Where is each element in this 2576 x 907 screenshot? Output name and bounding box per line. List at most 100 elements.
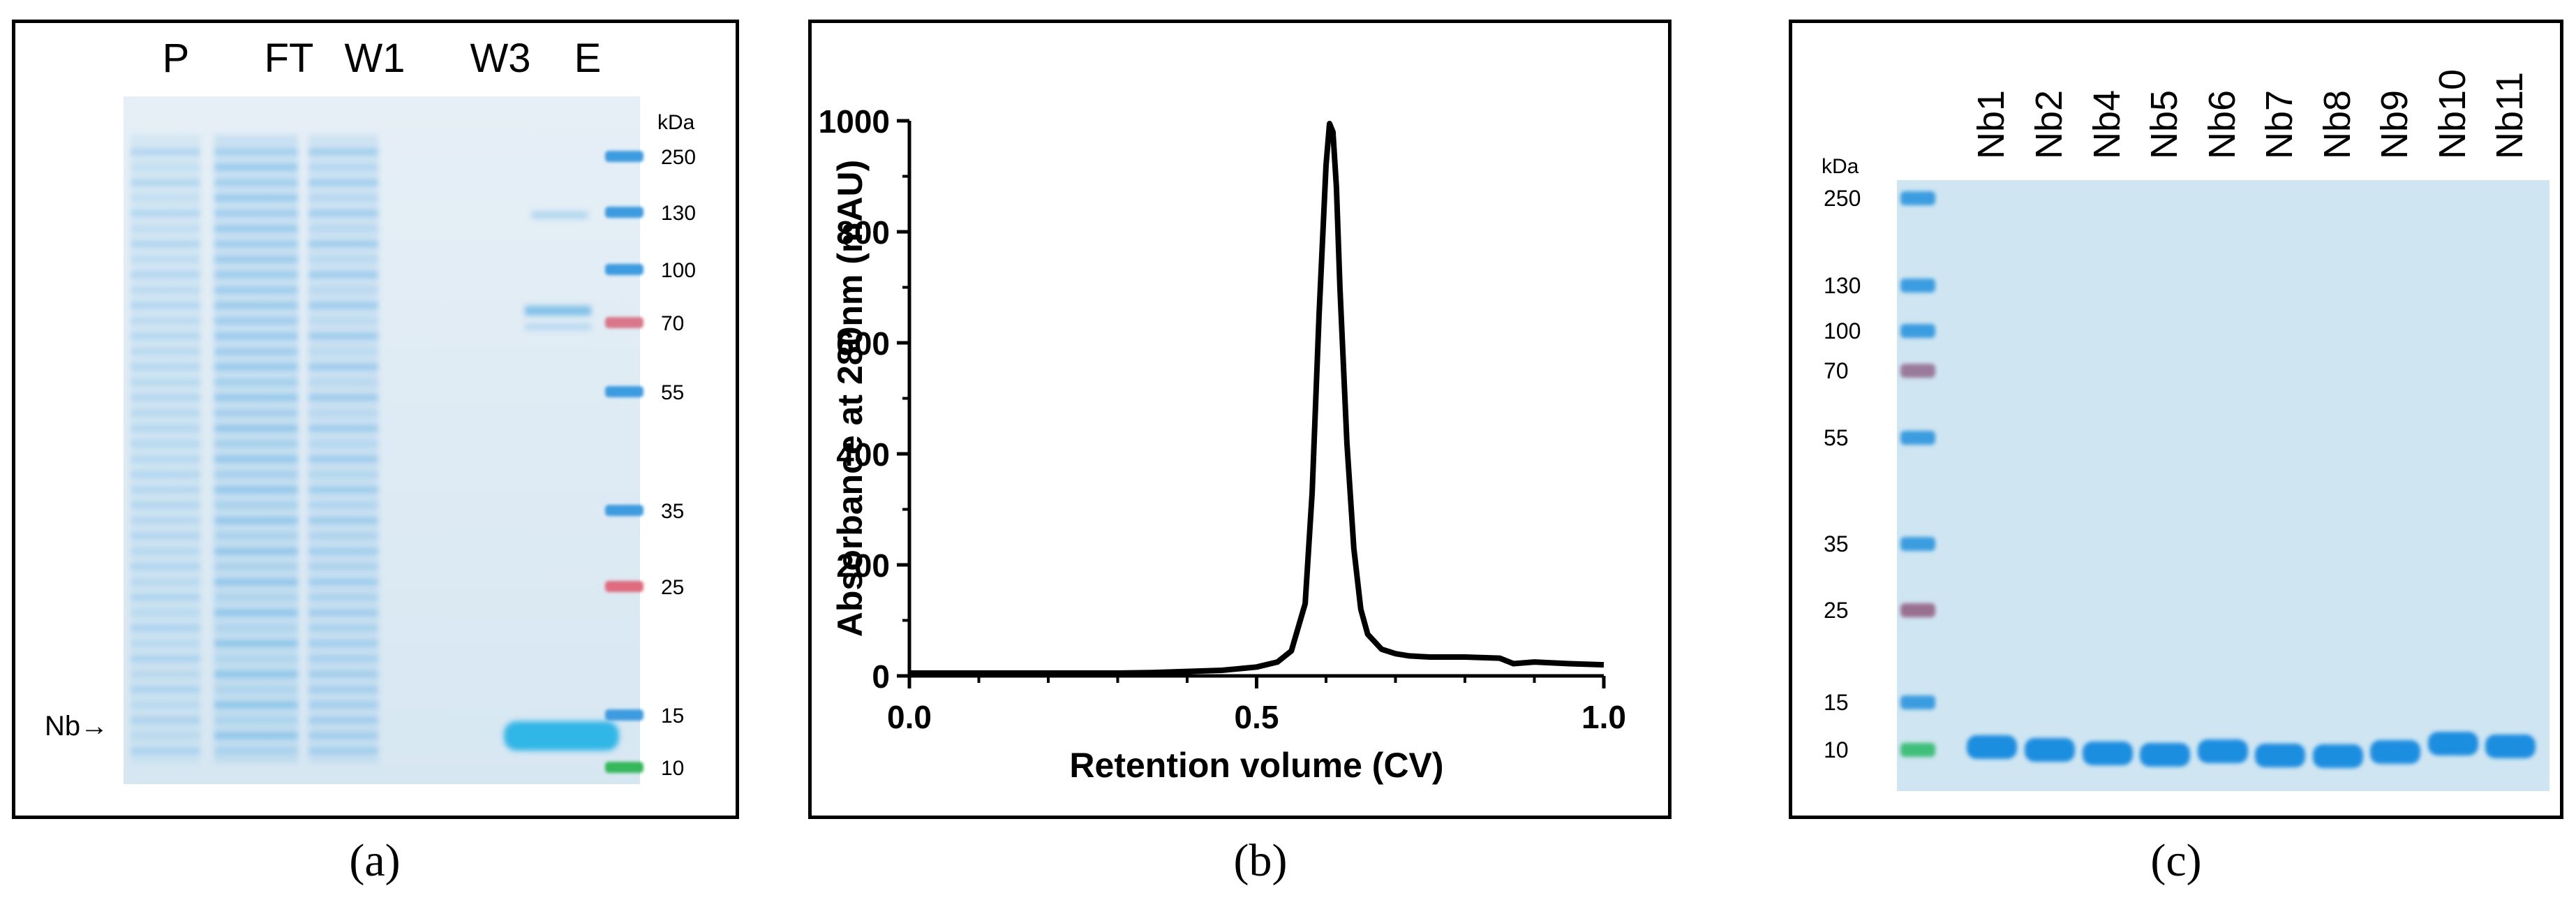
- nb-arrow-label: Nb→: [45, 711, 108, 742]
- lane-band: [308, 394, 378, 401]
- lane-band: [131, 533, 200, 539]
- ladder-band: [1900, 364, 1935, 378]
- lane-band: [214, 732, 298, 739]
- ladder-band: [605, 386, 643, 397]
- lane-band: [214, 640, 298, 647]
- marker-label: 55: [1824, 425, 1849, 450]
- lane-band: [308, 272, 378, 278]
- lane-band: [131, 256, 200, 263]
- marker-label: 70: [661, 312, 684, 335]
- y-axis-label: Absorbance at 280nm (mAU): [831, 160, 870, 637]
- lane-band: [308, 379, 378, 385]
- lane-band: [131, 502, 200, 508]
- lane-band: [214, 487, 298, 493]
- ladder-band: [605, 317, 643, 328]
- ladder-band: [1900, 324, 1935, 338]
- lane-band: [308, 471, 378, 478]
- lane-band: [308, 548, 378, 554]
- nb-band: [2313, 744, 2363, 768]
- lane-band: [308, 318, 378, 324]
- lane-band: [131, 348, 200, 355]
- ladder-band: [605, 505, 643, 516]
- lane-band: [214, 241, 298, 247]
- series-line-a280: [909, 121, 1605, 676]
- lane-band: [214, 502, 298, 508]
- lane-label: Nb4: [2086, 90, 2128, 159]
- lane-band: [308, 425, 378, 432]
- lane-band: [214, 272, 298, 278]
- lane-band: [214, 610, 298, 616]
- lane-band: [131, 487, 200, 493]
- x-tick-label: 0.0: [887, 699, 932, 735]
- lane-band: [308, 364, 378, 370]
- nb-band: [1967, 735, 2017, 759]
- marker-label: 100: [661, 259, 696, 282]
- ladder-band: [1900, 279, 1935, 293]
- lane-band: [131, 517, 200, 524]
- lane-label: E: [574, 36, 602, 81]
- marker-label: 25: [1824, 598, 1849, 623]
- ladder-band: [605, 207, 643, 218]
- lane-band: [131, 732, 200, 739]
- y-tick-label: 600: [836, 325, 890, 362]
- lane-label: Nb10: [2432, 69, 2473, 159]
- ladder-band: [605, 762, 643, 773]
- y-tick-label: 0: [872, 658, 890, 695]
- lane-band: [214, 149, 298, 155]
- lane-band: [308, 533, 378, 539]
- marker-label: 100: [1824, 318, 1861, 344]
- lane-band: [214, 563, 298, 570]
- lane-band: [214, 164, 298, 170]
- ladder-band: [1900, 743, 1935, 757]
- lane-band: [214, 717, 298, 723]
- lane-band: [525, 306, 591, 316]
- ladder-band: [605, 264, 643, 275]
- lane-band: [131, 656, 200, 662]
- lane-band: [131, 379, 200, 385]
- lane-band: [131, 686, 200, 693]
- lane-band: [131, 333, 200, 339]
- lane-band: [131, 748, 200, 754]
- lane-band: [308, 333, 378, 339]
- lane-band: [131, 594, 200, 600]
- lane-band: [214, 195, 298, 201]
- gel-lane-labels: P FT W1 W3 E: [163, 36, 602, 81]
- ladder-band: [1900, 537, 1935, 551]
- lane-band: [131, 364, 200, 370]
- gel-marker-labels: 250 130 100 70 55 35 25 15 10: [1824, 186, 1861, 762]
- lane-band: [214, 671, 298, 677]
- marker-label: 55: [661, 381, 684, 404]
- ladder-band: [605, 151, 643, 162]
- lane-band: [308, 686, 378, 693]
- lane-band: [214, 333, 298, 339]
- lane-band: [308, 748, 378, 754]
- panel-c-gel: Nb1 Nb2 Nb4 Nb5 Nb6 Nb7 Nb8 Nb9 Nb10 Nb11 250 130 1…: [1822, 69, 2549, 791]
- y-tick-label: 200: [836, 547, 890, 584]
- lane-band: [131, 456, 200, 462]
- lane-band: [131, 394, 200, 401]
- lane-band: [525, 323, 591, 330]
- x-tick-label: 0.5: [1235, 699, 1279, 735]
- panel-c: Nb1 Nb2 Nb4 Nb5 Nb6 Nb7 Nb8 Nb9 Nb10 Nb11 250 130 1…: [1789, 20, 2563, 819]
- ladder-band: [605, 709, 643, 721]
- gel-marker-labels: 250 130 100 70 55 35 25 15 10: [661, 146, 696, 780]
- nb-band: [2485, 735, 2536, 758]
- marker-label: 15: [661, 705, 684, 728]
- lane-band: [214, 656, 298, 662]
- lane-band: [214, 179, 298, 186]
- lane-band: [308, 241, 378, 247]
- lane-band: [214, 517, 298, 524]
- gel-nb-bands: [1967, 732, 2536, 768]
- y-tick-label: 800: [836, 214, 890, 251]
- lane-band: [214, 471, 298, 478]
- lane-band: [308, 164, 378, 170]
- lane-label: W1: [345, 36, 405, 81]
- marker-label: 130: [1824, 273, 1861, 298]
- lane-band: [308, 302, 378, 309]
- ladder-band: [605, 581, 643, 592]
- marker-label: 35: [1824, 531, 1849, 556]
- chart-axes: [907, 121, 1604, 678]
- lane-band: [214, 594, 298, 600]
- marker-label: 250: [661, 146, 696, 169]
- lane-band: [131, 164, 200, 170]
